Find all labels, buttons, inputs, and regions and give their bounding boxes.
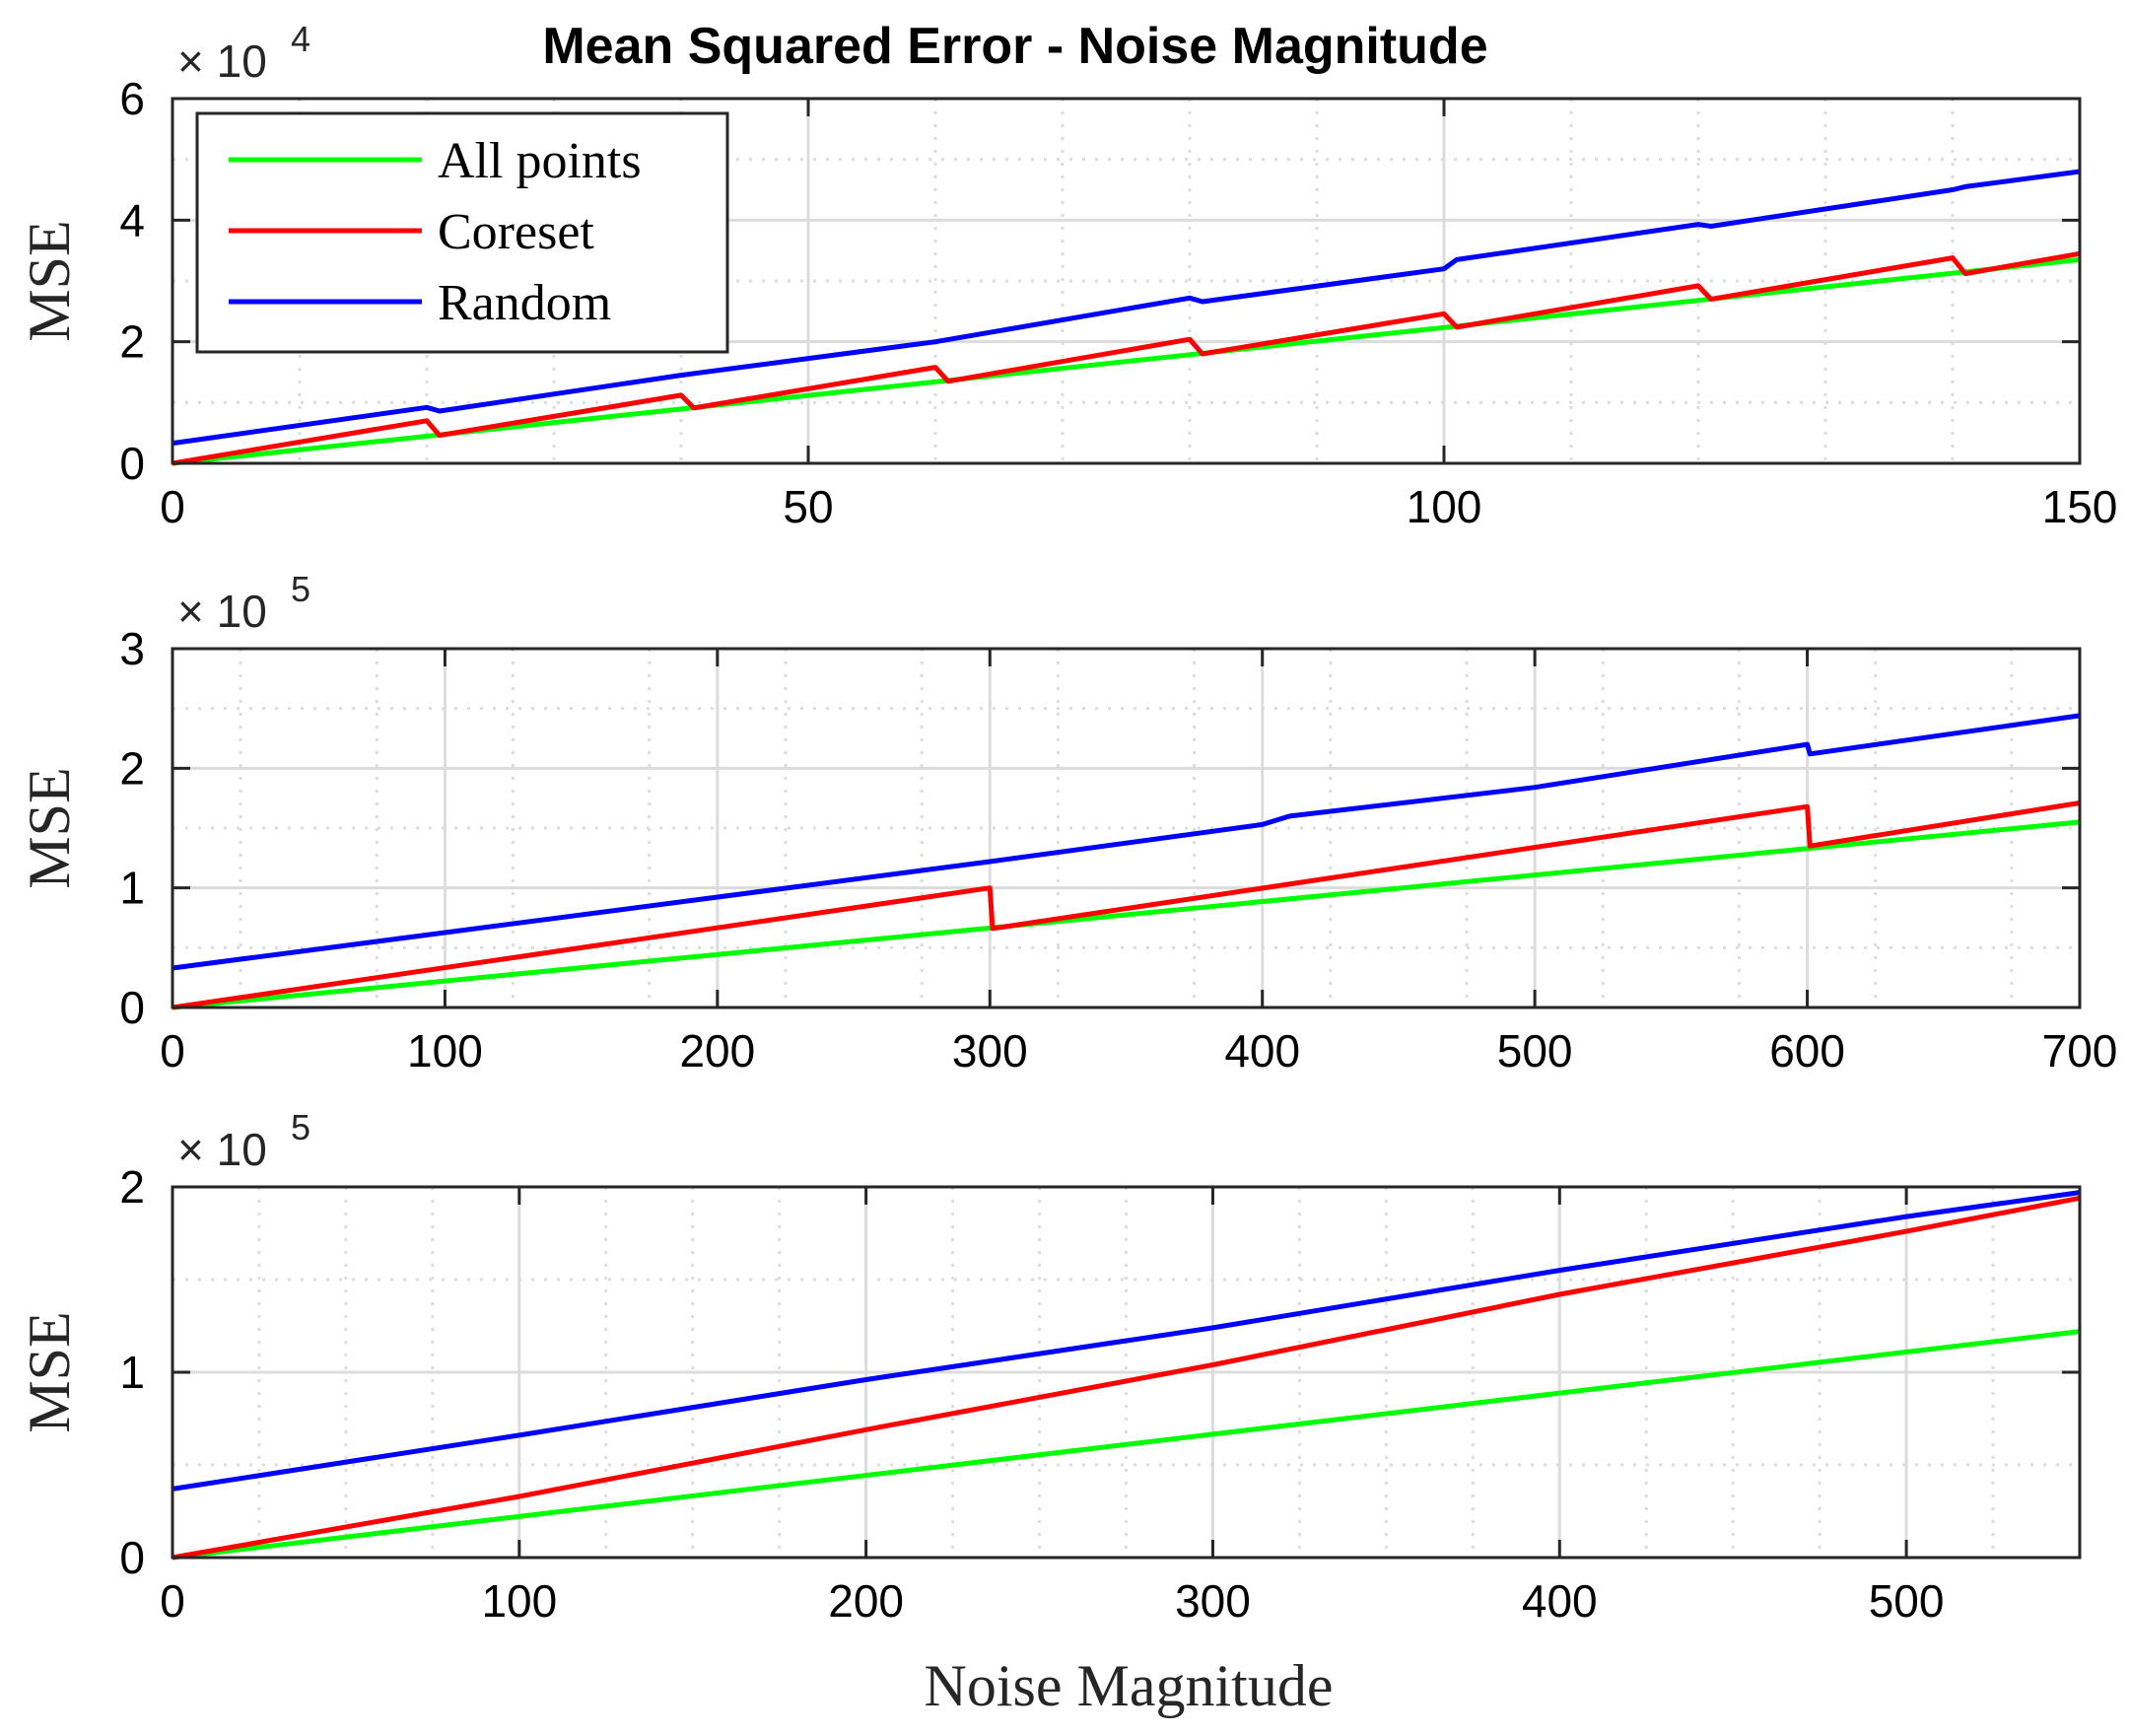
x-tick-label: 0: [160, 1575, 185, 1627]
x-tick-label: 150: [2042, 481, 2118, 532]
series-line-coreset: [172, 250, 2081, 466]
legend-label-random: Random: [438, 275, 611, 331]
y-exponent-label: × 10: [177, 1124, 267, 1175]
y-exponent-power: 5: [291, 1107, 310, 1147]
legend: All points Coreset Random: [195, 111, 729, 354]
y-tick-label: 0: [119, 982, 145, 1033]
y-exponent-label: × 10: [177, 35, 267, 87]
y-axis-label: MSE: [17, 1311, 82, 1432]
x-tick-label: 200: [679, 1025, 755, 1076]
series-line-all-points: [172, 1329, 2081, 1561]
x-tick-label: 400: [1522, 1575, 1598, 1627]
x-tick-label: 100: [481, 1575, 557, 1627]
series-line-all-points: [172, 819, 2081, 1010]
y-tick-label: 1: [119, 863, 145, 914]
plot-area: [172, 649, 2080, 1007]
x-tick-label: 300: [1175, 1575, 1251, 1627]
x-tick-label: 0: [160, 481, 185, 532]
y-tick-label: 3: [119, 623, 145, 674]
axes-frame: [171, 97, 2082, 465]
series-line-coreset: [172, 1195, 2081, 1561]
legend-label-coreset: Coreset: [438, 204, 594, 260]
x-tick-label: 200: [828, 1575, 904, 1627]
x-tick-label: 700: [2042, 1025, 2118, 1076]
y-tick-label: 2: [119, 742, 145, 794]
y-tick-label: 0: [119, 438, 145, 489]
y-exponent-label: × 10: [177, 586, 267, 637]
subplot-2: 0 100 200 300 400 500 600 700 0 1 2 3 × 10 5 MSE: [17, 569, 2117, 1076]
x-tick-label: 500: [1869, 1575, 1945, 1627]
y-tick-label: 2: [119, 1161, 145, 1213]
series-line-random: [172, 713, 2081, 971]
x-tick-label: 300: [952, 1025, 1028, 1076]
figure-title: Mean Squared Error - Noise Magnitude: [542, 18, 1487, 75]
series-line-random: [172, 169, 2081, 447]
y-axis-label: MSE: [17, 767, 82, 888]
x-tick-label: 600: [1769, 1025, 1845, 1076]
axes-frame: [171, 647, 2082, 1009]
subplot-3: 0 100 200 300 400 500 0 1 2 × 10 5 MSE: [17, 1107, 2082, 1627]
series-line-coreset: [172, 800, 2081, 1010]
y-exponent-power: 5: [291, 569, 310, 609]
y-axis-label: MSE: [17, 220, 82, 341]
series-line-all-points: [172, 256, 2081, 466]
x-tick-label: 100: [1407, 481, 1482, 532]
x-tick-label: 50: [783, 481, 833, 532]
x-tick-label: 100: [407, 1025, 483, 1076]
series-line-random: [172, 1190, 2081, 1492]
y-tick-label: 0: [119, 1532, 145, 1583]
x-tick-label: 400: [1224, 1025, 1300, 1076]
y-exponent-power: 4: [291, 19, 310, 59]
y-tick-label: 6: [119, 73, 145, 124]
y-tick-label: 1: [119, 1347, 145, 1398]
x-tick-label: 0: [160, 1025, 185, 1076]
y-tick-label: 4: [119, 194, 145, 245]
y-tick-label: 2: [119, 316, 145, 368]
legend-label-all-points: All points: [438, 133, 642, 189]
x-tick-label: 500: [1497, 1025, 1573, 1076]
x-axis-label: Noise Magnitude: [925, 1653, 1334, 1718]
